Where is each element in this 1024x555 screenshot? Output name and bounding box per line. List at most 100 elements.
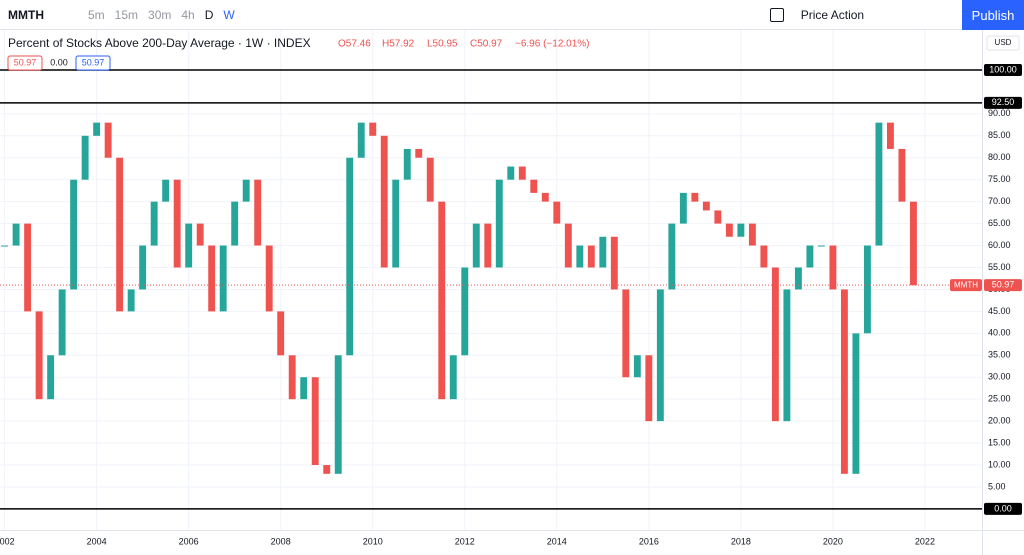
candle (656, 289, 664, 422)
candle-body (679, 192, 687, 224)
symbol[interactable]: MMTH (8, 7, 44, 22)
candle (185, 223, 193, 268)
value-box-text: 0.00 (50, 57, 68, 67)
candle-body (898, 148, 906, 202)
axis-label-box (984, 502, 1022, 515)
x-tick-label: 2012 (455, 536, 475, 546)
candle-body (541, 192, 549, 202)
candle-body (426, 157, 434, 202)
candle (288, 355, 296, 400)
y-tick-label: 30.00 (988, 372, 1011, 382)
candle-body (380, 135, 388, 268)
candle-body (438, 201, 446, 400)
publish-button[interactable]: Publish (962, 0, 1024, 30)
candle (70, 179, 78, 290)
interval[interactable]: 4h (181, 7, 195, 22)
candle-body (909, 201, 917, 286)
candle (714, 210, 722, 224)
candle (449, 355, 457, 400)
x-tick-label: 2020 (823, 536, 843, 546)
x-tick-label: 2008 (271, 536, 291, 546)
value-box-text: 50.97 (14, 57, 37, 67)
candle-body (656, 289, 664, 422)
candle (323, 465, 331, 474)
candle (426, 157, 434, 202)
candle (495, 179, 503, 268)
axis-label: 100.00 (989, 64, 1017, 74)
candle-body (507, 166, 515, 180)
symbol-label: MMTH (954, 280, 978, 289)
y-tick-label: 85.00 (988, 130, 1011, 140)
candle (817, 245, 825, 247)
ohlc-value: C50.97 (470, 39, 503, 50)
candle-body (58, 289, 66, 356)
price-label-box (984, 279, 1022, 292)
interval[interactable]: 15m (114, 7, 139, 22)
candle-body (668, 223, 676, 290)
interval[interactable]: D (204, 7, 214, 22)
candle (886, 122, 894, 149)
candle-body (852, 333, 860, 474)
toolbar: MMTH 5m 15m 30m 4h D W Price Action Publ… (0, 0, 1024, 30)
x-tick-label: 2014 (547, 536, 567, 546)
candle-body (725, 223, 733, 237)
template[interactable]: Price Action (800, 7, 865, 22)
candle-body (12, 223, 20, 246)
candle (875, 122, 883, 246)
candle-body (748, 223, 756, 246)
x-tick-label: 2010 (363, 536, 383, 546)
candle-body (472, 223, 480, 268)
candle (127, 289, 135, 312)
candle-body (760, 245, 768, 268)
interval[interactable]: W (223, 7, 235, 22)
x-tick-label: 2002 (0, 536, 15, 546)
value-box-text: 50.97 (82, 57, 105, 67)
checkbox-icon[interactable] (769, 7, 784, 22)
y-tick-label: 80.00 (988, 152, 1011, 162)
candle (633, 355, 641, 378)
candle-body (196, 223, 204, 246)
candle-body (242, 179, 250, 202)
candle-body (564, 223, 572, 268)
candle (116, 157, 124, 312)
candle-body (70, 179, 78, 290)
candle (277, 311, 285, 356)
candle-body (484, 223, 492, 268)
interval[interactable]: 30m (148, 7, 172, 22)
candle (541, 192, 549, 202)
candle-body (610, 236, 618, 290)
candle (93, 122, 101, 136)
candle-body (875, 122, 883, 246)
candle-body (840, 289, 848, 474)
ohlc-value: L50.95 (427, 39, 458, 50)
candle (392, 179, 400, 268)
candle-body (139, 245, 147, 290)
candle (311, 377, 319, 466)
symbol-label-box (950, 279, 982, 292)
x-tick-label: 2006 (179, 536, 199, 546)
candle (208, 245, 216, 312)
candle (1, 245, 9, 247)
candle-body (518, 166, 526, 180)
candle-body (530, 179, 538, 193)
candle-body (311, 377, 319, 466)
candle (553, 201, 561, 224)
candle-body (219, 245, 227, 312)
interval[interactable]: 5m (88, 7, 105, 22)
candle (334, 355, 342, 474)
candle-body (415, 148, 423, 158)
candle-body (403, 148, 411, 180)
candle-body (806, 245, 814, 268)
candle-body (599, 236, 607, 268)
candle-body (185, 223, 193, 268)
candle (254, 179, 262, 246)
candle (518, 166, 526, 180)
candle-body (587, 245, 595, 268)
x-tick-label: 2016 (639, 536, 659, 546)
candle-body (783, 289, 791, 422)
y-tick-label: 35.00 (988, 350, 1011, 360)
candle-body (714, 210, 722, 224)
candle-body (288, 355, 296, 400)
candle-body (392, 179, 400, 268)
